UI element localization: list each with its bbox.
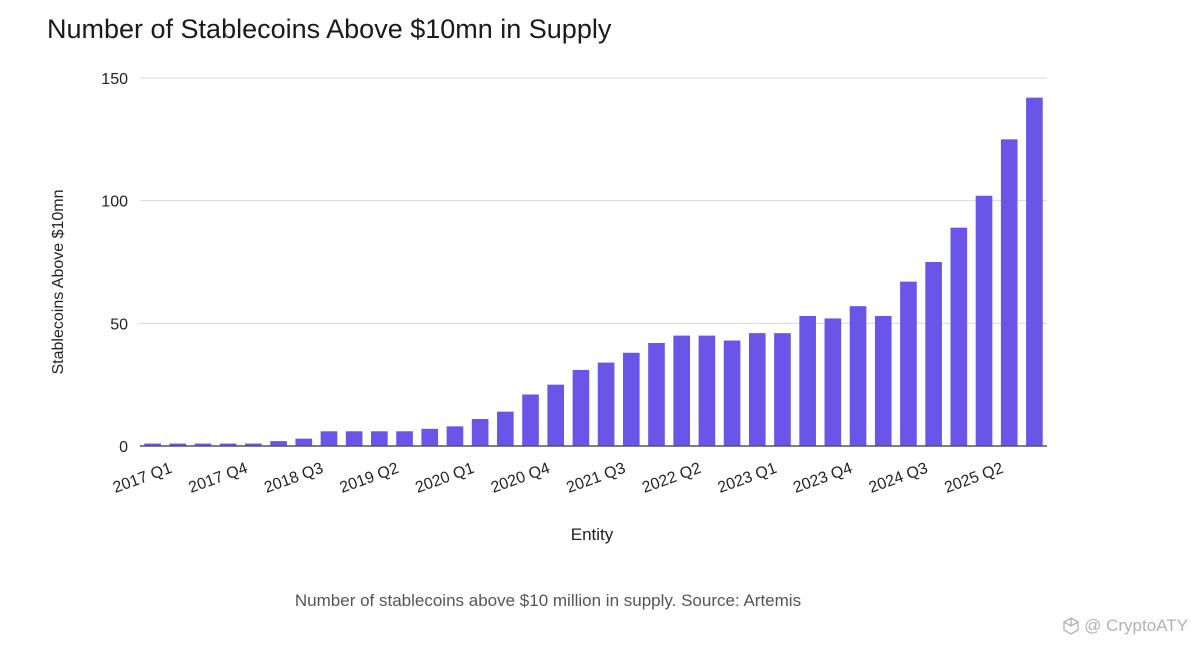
x-tick-label: 2021 Q3 [564,460,628,497]
x-tick-label: 2020 Q1 [413,460,477,497]
cube-logo-icon [1063,617,1079,635]
watermark: @ CryptoATY [1062,616,1188,636]
chart-title: Number of Stablecoins Above $10mn in Sup… [47,14,612,44]
bar [345,431,363,446]
bar [572,369,590,446]
bar [925,262,942,446]
bar [371,431,388,446]
bar [673,335,690,446]
bar [320,431,338,446]
bar [219,443,237,446]
y-tick-label: 100 [101,194,128,211]
bar [900,281,917,446]
bar [270,441,287,446]
bar [597,362,615,446]
bar [874,315,892,446]
bar [547,384,565,446]
bar [824,318,842,446]
bar [723,340,741,446]
bar [497,411,514,446]
bar [471,419,489,446]
bar [169,443,187,446]
bar [396,431,413,446]
y-tick-label: 50 [110,316,128,333]
x-tick-label: 2022 Q2 [640,460,704,497]
bar [245,443,262,446]
bar [774,333,791,446]
bar [144,443,161,446]
gridlines [140,77,1047,324]
bar [622,352,640,446]
x-tick-label: 2023 Q4 [791,460,855,497]
bar [1026,97,1043,446]
bar [194,443,212,446]
bars [144,97,1043,446]
bar [648,342,665,446]
bar [1000,139,1018,446]
bar [799,315,816,446]
x-tick-label: 2017 Q1 [111,460,175,497]
bar [950,227,968,446]
bar [522,394,539,446]
bar [748,333,766,446]
x-tick-label: 2017 Q4 [186,460,250,497]
watermark-text: @ CryptoATY [1084,616,1188,635]
x-tick-label: 2020 Q4 [489,460,553,497]
y-axis-label: Stablecoins Above $10mn [50,189,67,374]
x-tick-label: 2025 Q2 [942,460,1006,497]
bar [295,438,313,446]
x-tick-label: 2024 Q3 [867,460,931,497]
bar [421,428,439,446]
x-tick-label: 2019 Q2 [338,460,402,497]
x-tick-label: 2023 Q1 [716,460,780,497]
bar [446,426,464,446]
y-tick-label: 0 [119,439,128,456]
y-tick-label: 150 [101,71,128,88]
x-axis-label: Entity [571,525,614,544]
bar [849,306,867,446]
x-tick-label: 2018 Q3 [262,460,326,497]
y-tick-labels: 0 50 100 150 [101,71,128,456]
x-tick-labels: 2017 Q1 2017 Q4 2018 Q3 2019 Q2 2020 Q1 2020 … [111,460,1006,497]
figure-caption: Number of stablecoins above $10 million … [294,591,802,610]
bar [975,195,993,446]
bar [698,335,716,446]
